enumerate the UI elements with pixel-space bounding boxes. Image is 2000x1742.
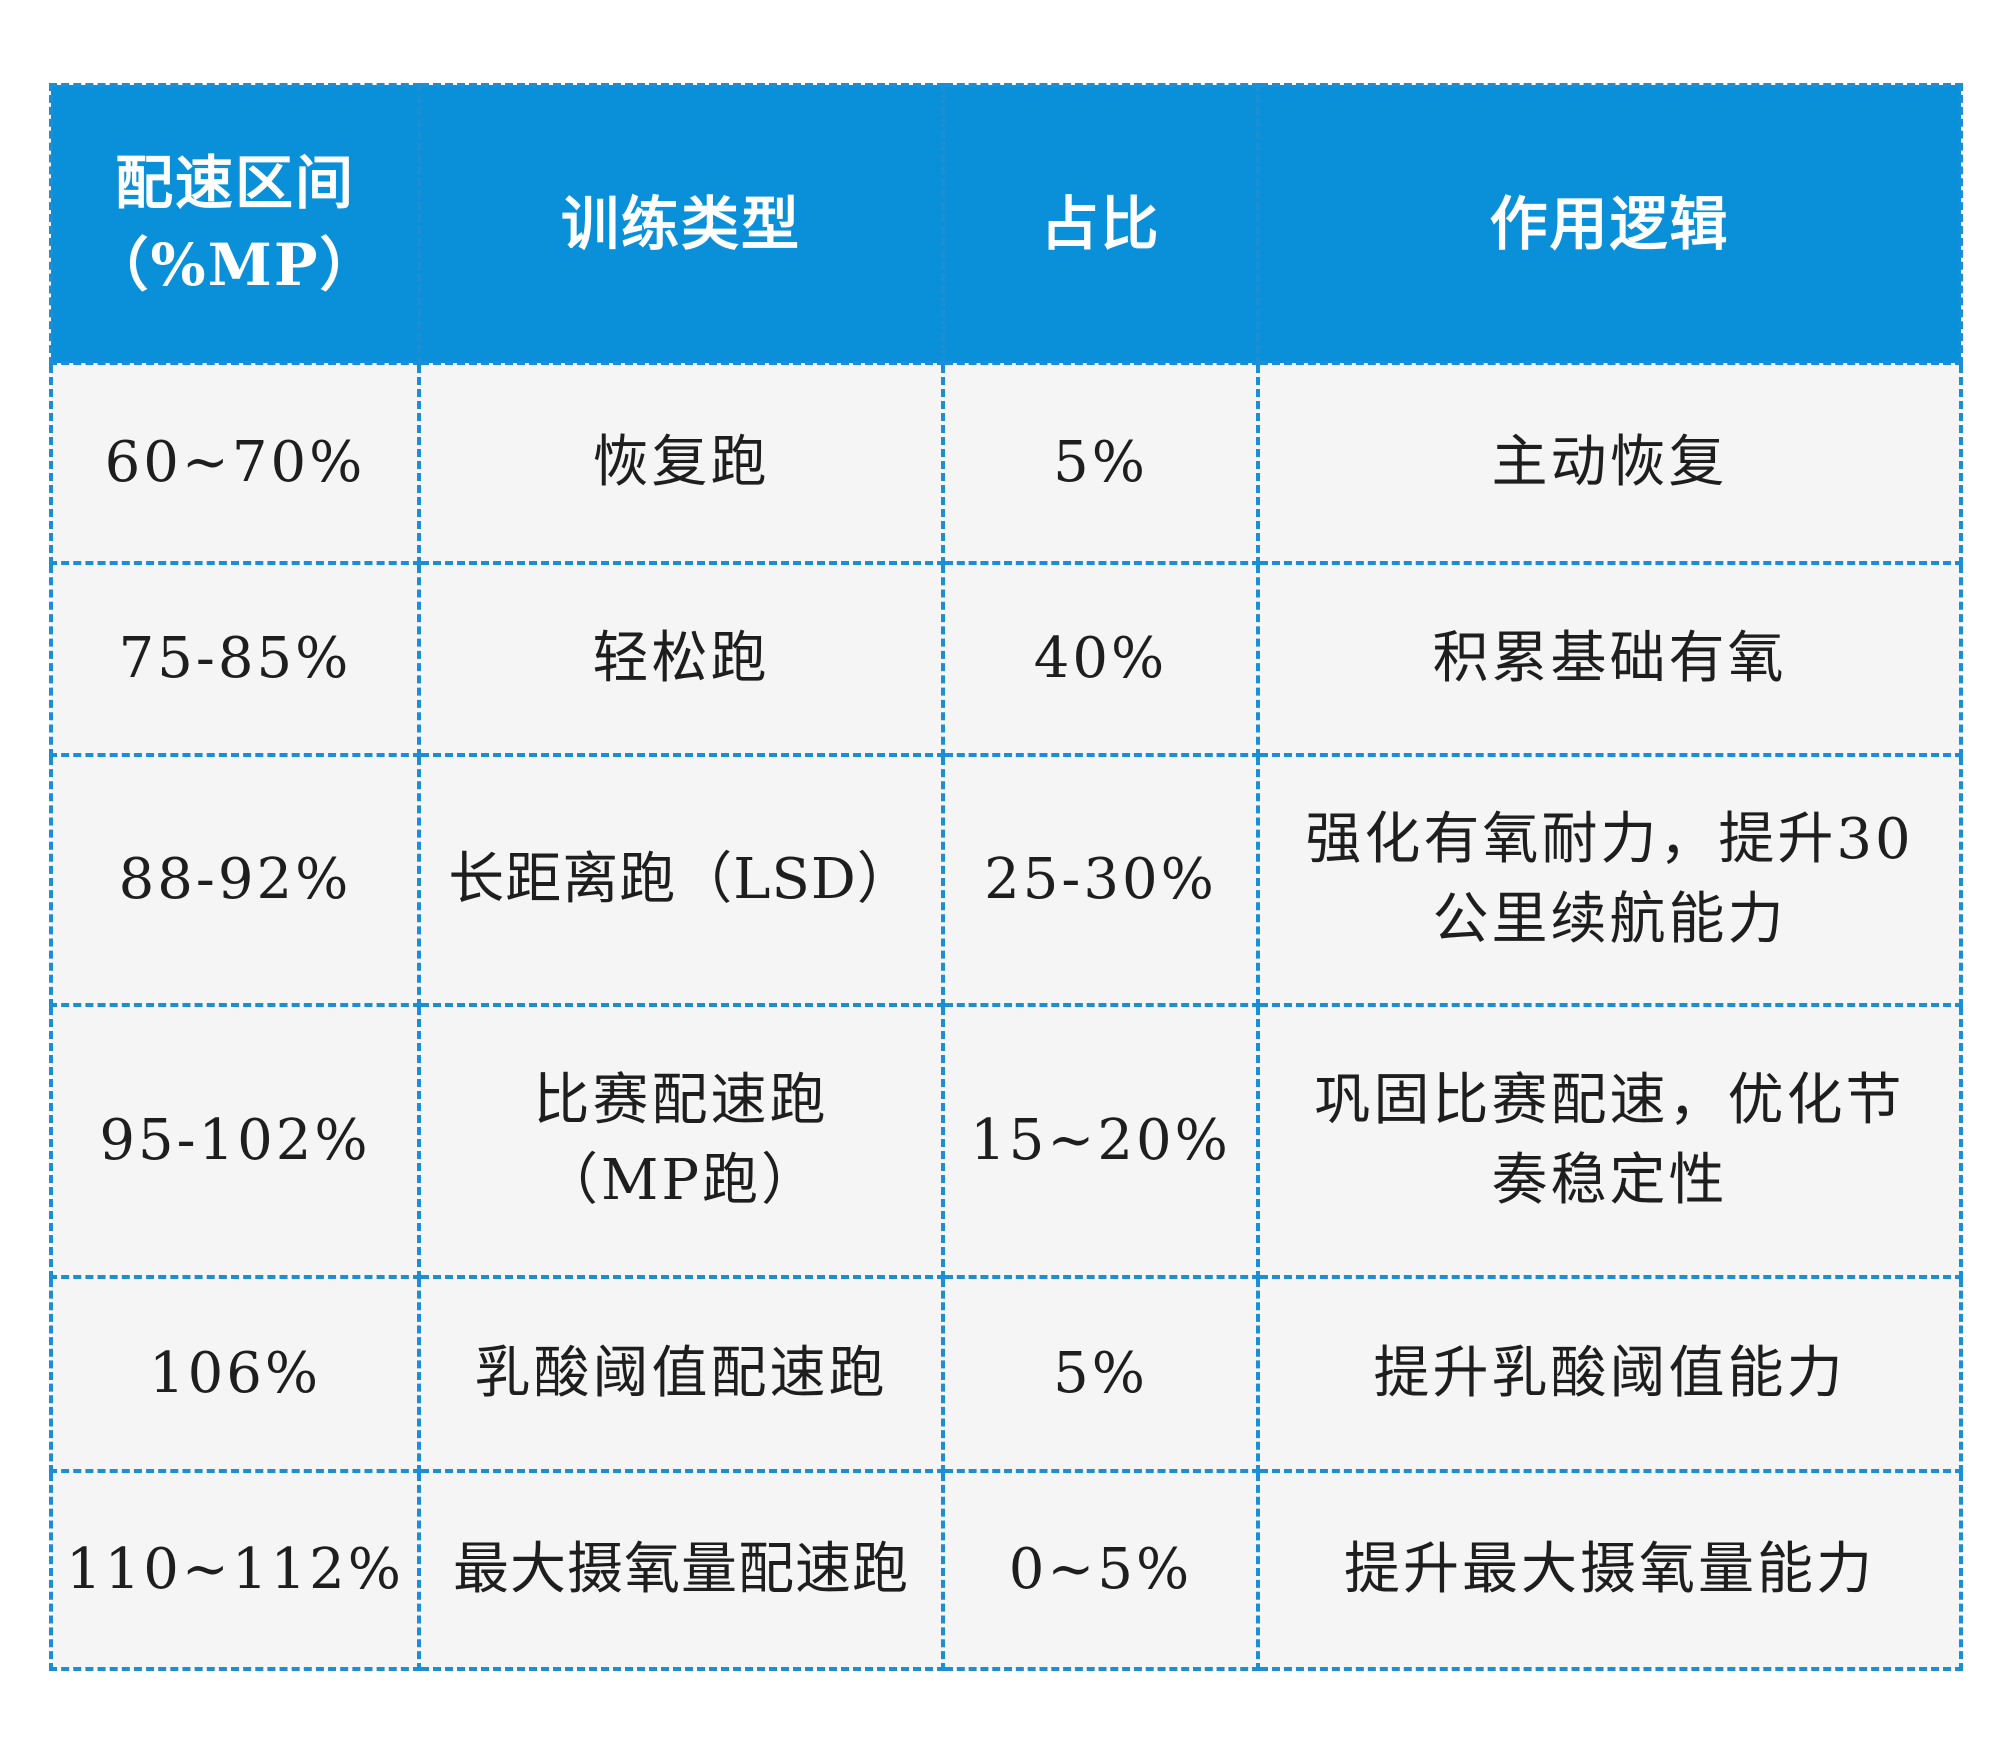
cell-share: 0~5% [941,1469,1260,1671]
cell-type: 乳酸阈值配速跑 [417,1275,945,1473]
table-header-row: 配速区间 （%MP） 训练类型 占比 作用逻辑 [49,83,1963,365]
cell-type: 比赛配速跑 （MP跑） [417,1003,945,1279]
cell-type: 轻松跑 [417,561,945,757]
cell-share: 15~20% [941,1003,1260,1279]
table-row: 106% 乳酸阈值配速跑 5% 提升乳酸阈值能力 [49,1275,1963,1473]
table-row: 75-85% 轻松跑 40% 积累基础有氧 [49,561,1963,757]
table-row: 95-102% 比赛配速跑 （MP跑） 15~20% 巩固比赛配速，优化节 奏稳… [49,1003,1963,1279]
training-table: 配速区间 （%MP） 训练类型 占比 作用逻辑 60~70% 恢复跑 5% 主动… [49,83,1963,1671]
cell-type: 长距离跑（LSD） [417,753,945,1007]
cell-logic: 提升最大摄氧量能力 [1256,1469,1963,1671]
table-row: 110~112% 最大摄氧量配速跑 0~5% 提升最大摄氧量能力 [49,1469,1963,1671]
table-row: 88-92% 长距离跑（LSD） 25-30% 强化有氧耐力，提升30 公里续航… [49,753,1963,1007]
cell-type: 恢复跑 [417,361,945,565]
header-share: 占比 [941,83,1260,365]
cell-pace: 88-92% [49,753,421,1007]
cell-pace: 106% [49,1275,421,1473]
table-row: 60~70% 恢复跑 5% 主动恢复 [49,361,1963,565]
cell-logic: 巩固比赛配速，优化节 奏稳定性 [1256,1003,1963,1279]
training-table-container: 配速区间 （%MP） 训练类型 占比 作用逻辑 60~70% 恢复跑 5% 主动… [49,83,1963,1671]
cell-logic: 强化有氧耐力，提升30 公里续航能力 [1256,753,1963,1007]
cell-share: 5% [941,1275,1260,1473]
cell-pace: 75-85% [49,561,421,757]
header-logic: 作用逻辑 [1256,83,1963,365]
cell-logic: 主动恢复 [1256,361,1963,565]
cell-logic: 积累基础有氧 [1256,561,1963,757]
cell-share: 40% [941,561,1260,757]
cell-logic: 提升乳酸阈值能力 [1256,1275,1963,1473]
cell-share: 25-30% [941,753,1260,1007]
cell-pace: 95-102% [49,1003,421,1279]
header-pace-range: 配速区间 （%MP） [49,83,421,365]
cell-type: 最大摄氧量配速跑 [417,1469,945,1671]
cell-pace: 60~70% [49,361,421,565]
header-training-type: 训练类型 [417,83,945,365]
cell-pace: 110~112% [49,1469,421,1671]
cell-share: 5% [941,361,1260,565]
